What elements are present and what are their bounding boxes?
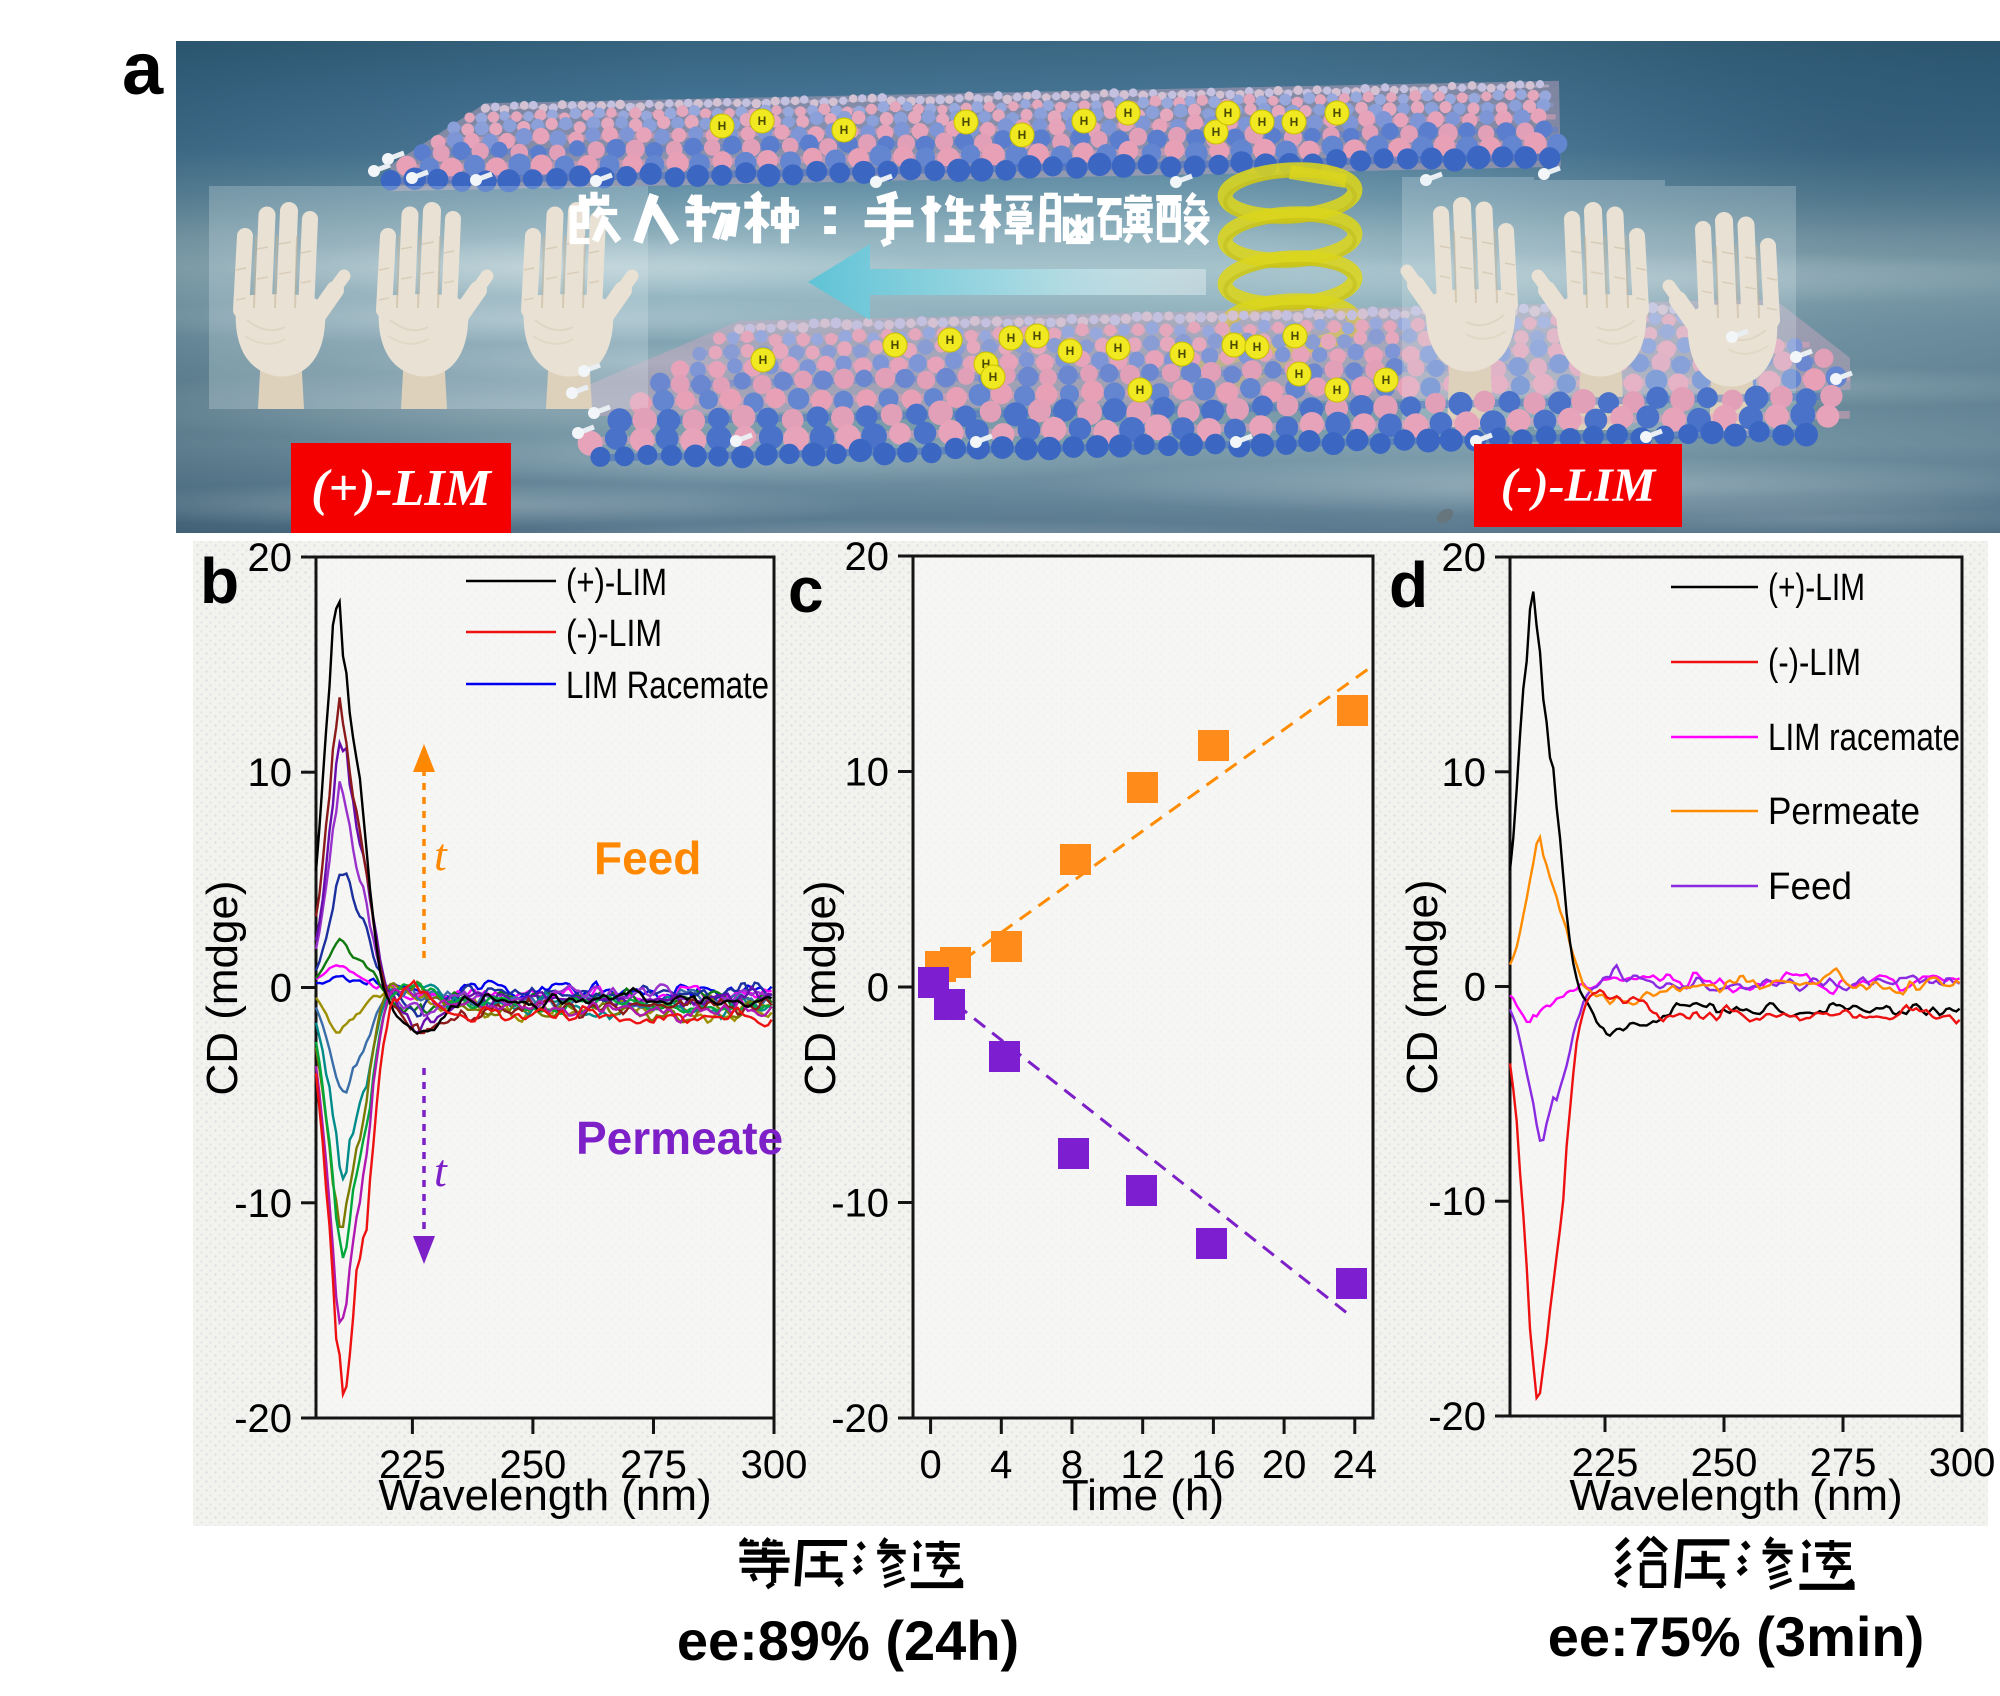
svg-text:LIM Racemate: LIM Racemate xyxy=(566,665,769,707)
svg-text:12: 12 xyxy=(1120,1443,1165,1487)
svg-text:(+)-LIM: (+)-LIM xyxy=(566,562,667,604)
svg-text:Feed: Feed xyxy=(594,832,701,884)
svg-text:H: H xyxy=(982,357,991,371)
svg-text:H: H xyxy=(1212,125,1221,139)
svg-text:(+)-LIM: (+)-LIM xyxy=(1768,567,1865,609)
svg-text:t: t xyxy=(434,1145,448,1196)
svg-text:4: 4 xyxy=(990,1443,1012,1487)
svg-text:ee:75% (3min): ee:75% (3min) xyxy=(1548,1605,1925,1668)
svg-text:H: H xyxy=(1007,331,1016,345)
svg-text:-20: -20 xyxy=(1428,1395,1486,1439)
svg-text:H: H xyxy=(891,338,900,352)
svg-text:c: c xyxy=(788,554,824,626)
svg-text:(-)-LIM: (-)-LIM xyxy=(1768,642,1861,684)
svg-text:10: 10 xyxy=(1442,751,1487,795)
svg-text:H: H xyxy=(1253,340,1262,354)
svg-text:-10: -10 xyxy=(831,1182,889,1226)
svg-text:225: 225 xyxy=(379,1443,446,1487)
svg-text:-10: -10 xyxy=(234,1182,292,1226)
svg-text:250: 250 xyxy=(1691,1441,1758,1485)
svg-text:CD (mdge): CD (mdge) xyxy=(198,880,247,1095)
svg-text:ee:89% (24h): ee:89% (24h) xyxy=(677,1609,1019,1672)
svg-text:H: H xyxy=(1178,347,1187,361)
svg-text:H: H xyxy=(758,114,767,128)
svg-text:Permeate: Permeate xyxy=(1768,791,1920,833)
svg-text:0: 0 xyxy=(867,966,889,1010)
svg-text:d: d xyxy=(1389,549,1428,621)
svg-text:H: H xyxy=(1291,329,1300,343)
svg-text:275: 275 xyxy=(1810,1441,1877,1485)
svg-text:Wavelength (nm): Wavelength (nm) xyxy=(1569,1471,1902,1520)
svg-text:H: H xyxy=(1333,106,1342,120)
svg-text:H: H xyxy=(1258,115,1267,129)
svg-text:250: 250 xyxy=(500,1443,567,1487)
svg-text:Feed: Feed xyxy=(1768,866,1852,908)
svg-text:H: H xyxy=(1382,373,1391,387)
svg-text:16: 16 xyxy=(1191,1443,1236,1487)
svg-text:CD (mdge): CD (mdge) xyxy=(1398,879,1447,1094)
svg-text:H: H xyxy=(1224,106,1233,120)
svg-text:20: 20 xyxy=(248,536,293,580)
svg-text:H: H xyxy=(1136,383,1145,397)
svg-text:t: t xyxy=(434,829,448,880)
svg-text:275: 275 xyxy=(620,1443,687,1487)
svg-text:-20: -20 xyxy=(831,1397,889,1441)
svg-text:H: H xyxy=(1290,115,1299,129)
svg-text:-20: -20 xyxy=(234,1397,292,1441)
svg-text:20: 20 xyxy=(845,535,890,579)
svg-text:Time (h): Time (h) xyxy=(1062,1471,1224,1520)
svg-text:20: 20 xyxy=(1262,1443,1307,1487)
svg-text:8: 8 xyxy=(1061,1443,1083,1487)
svg-text:24: 24 xyxy=(1333,1443,1378,1487)
svg-text:0: 0 xyxy=(270,967,292,1011)
svg-text:LIM racemate: LIM racemate xyxy=(1768,717,1960,759)
svg-text:0: 0 xyxy=(919,1443,941,1487)
svg-text:H: H xyxy=(1124,106,1133,120)
svg-text:H: H xyxy=(1230,338,1239,352)
svg-text:H: H xyxy=(989,370,998,384)
svg-text:300: 300 xyxy=(741,1443,808,1487)
svg-text:Permeate: Permeate xyxy=(576,1112,783,1164)
svg-text:Wavelength (nm): Wavelength (nm) xyxy=(378,1471,711,1520)
svg-text:H: H xyxy=(1295,367,1304,381)
svg-text:H: H xyxy=(962,115,971,129)
svg-text:H: H xyxy=(718,119,727,133)
svg-text:H: H xyxy=(759,353,768,367)
svg-text:225: 225 xyxy=(1572,1441,1639,1485)
svg-text:H: H xyxy=(946,333,955,347)
svg-text:0: 0 xyxy=(1464,966,1486,1010)
svg-text:10: 10 xyxy=(845,751,890,795)
svg-text:H: H xyxy=(1033,329,1042,343)
svg-text:H: H xyxy=(840,123,849,137)
svg-text:H: H xyxy=(1066,344,1075,358)
svg-text:b: b xyxy=(200,545,239,617)
svg-text:20: 20 xyxy=(1442,536,1487,580)
svg-text:-10: -10 xyxy=(1428,1180,1486,1224)
svg-text:(-)-LIM: (-)-LIM xyxy=(566,613,662,655)
svg-text:CD (mdge): CD (mdge) xyxy=(796,880,845,1095)
svg-text:H: H xyxy=(1333,383,1342,397)
svg-text:H: H xyxy=(1018,128,1027,142)
svg-text:H: H xyxy=(1080,114,1089,128)
svg-text:H: H xyxy=(1114,341,1123,355)
svg-text:300: 300 xyxy=(1929,1441,1996,1485)
svg-text:10: 10 xyxy=(248,751,293,795)
